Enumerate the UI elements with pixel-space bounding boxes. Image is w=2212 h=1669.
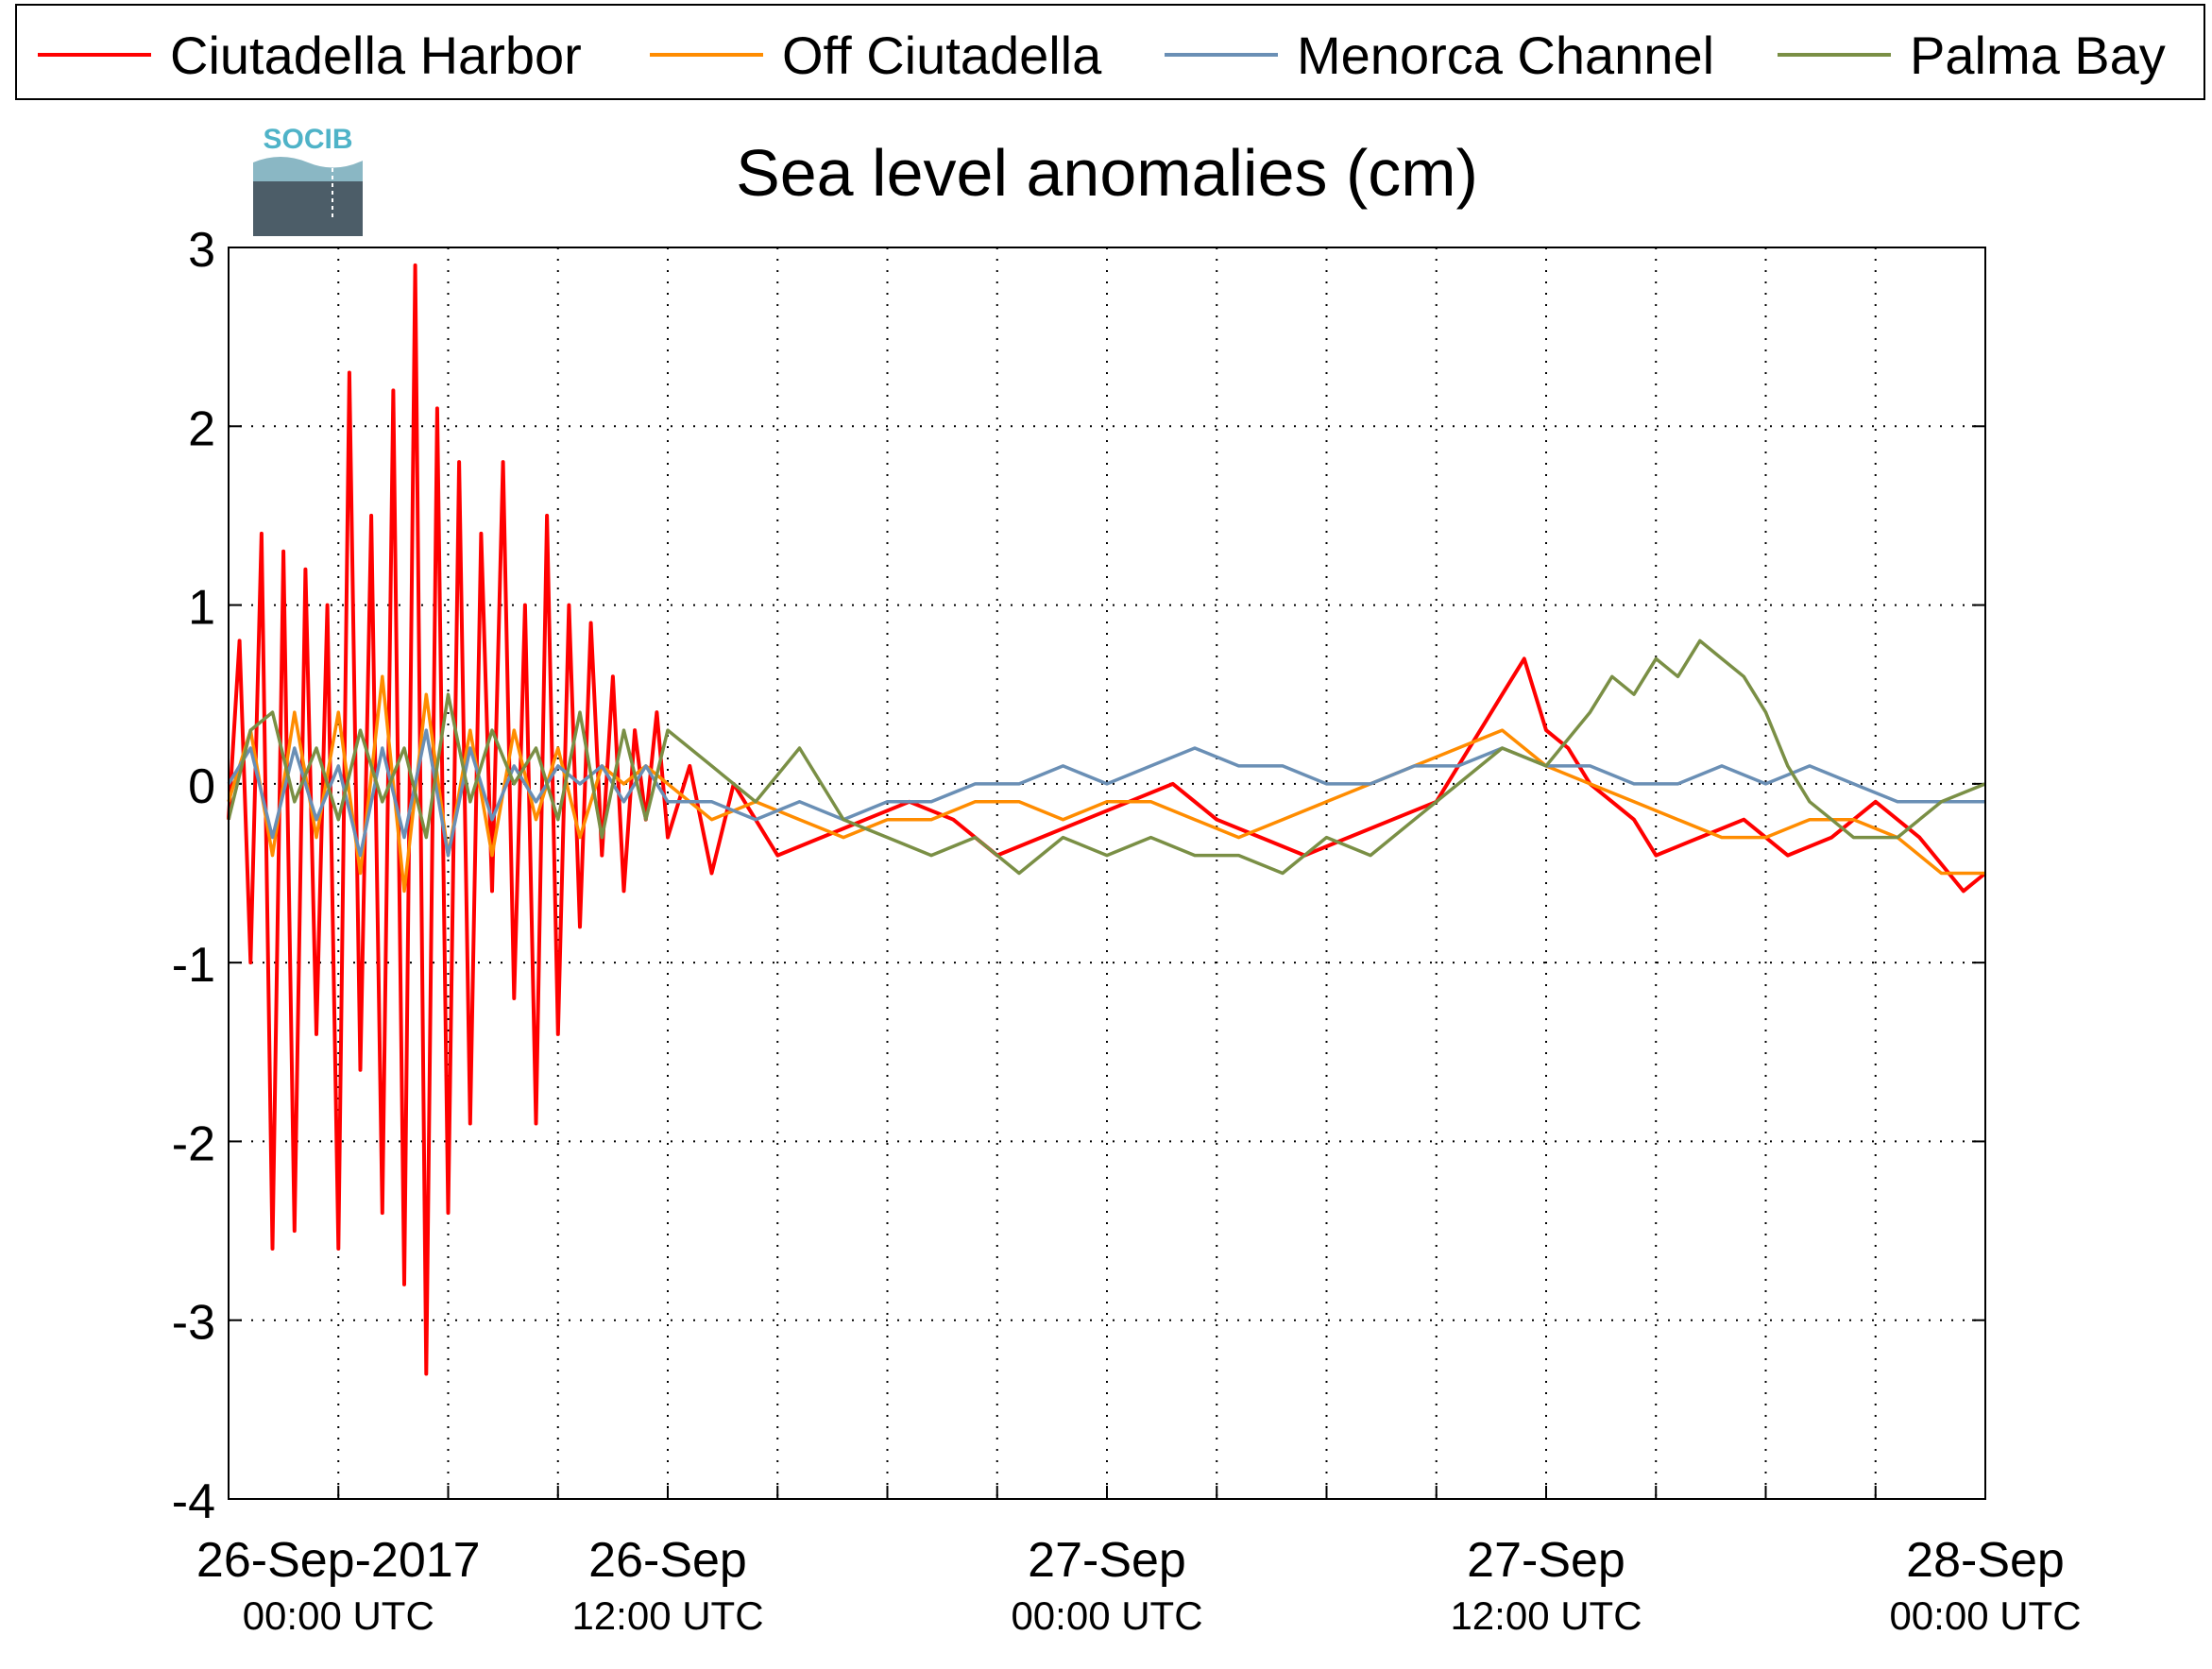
x-tick-label-date: 27-Sep <box>1467 1533 1625 1588</box>
x-tick-label-date: 28-Sep <box>1906 1533 2065 1588</box>
x-tick-label-date: 27-Sep <box>1028 1533 1186 1588</box>
series-line-1 <box>227 674 1985 894</box>
y-tick-label: 0 <box>188 759 215 814</box>
series-line-0 <box>227 263 1987 1376</box>
chart-title: Sea level anomalies (cm) <box>736 136 1478 210</box>
series-line-2 <box>227 728 1985 858</box>
plot-frame <box>228 247 1986 1500</box>
legend-label-1: Off Ciutadella <box>782 26 1102 85</box>
legend-box <box>15 4 2205 100</box>
y-tick-label: 1 <box>188 581 215 636</box>
y-tick-label: 3 <box>188 223 215 278</box>
legend-label-3: Palma Bay <box>1910 26 2166 85</box>
x-tick-label-time: 00:00 UTC <box>1011 1593 1202 1638</box>
socib-logo: SOCIB <box>253 124 363 236</box>
y-tick-label: 2 <box>188 401 215 456</box>
x-tick-label-time: 00:00 UTC <box>1889 1593 2081 1638</box>
logo-text: SOCIB <box>263 124 352 155</box>
series-line-3 <box>227 639 1986 876</box>
x-tick-label-date: 26-Sep <box>588 1533 747 1588</box>
y-tick-label: -4 <box>172 1474 215 1529</box>
y-tick-label: -2 <box>172 1116 215 1171</box>
y-tick-label: -3 <box>172 1296 215 1351</box>
x-tick-label-time: 00:00 UTC <box>243 1593 434 1638</box>
y-tick-label: -1 <box>172 938 215 993</box>
x-tick-label-time: 12:00 UTC <box>571 1593 763 1638</box>
x-tick-label-date: 26-Sep-2017 <box>196 1533 481 1588</box>
legend-label-2: Menorca Channel <box>1297 26 1714 85</box>
legend-label-0: Ciutadella Harbor <box>170 26 582 85</box>
x-tick-label-time: 12:00 UTC <box>1450 1593 1642 1638</box>
